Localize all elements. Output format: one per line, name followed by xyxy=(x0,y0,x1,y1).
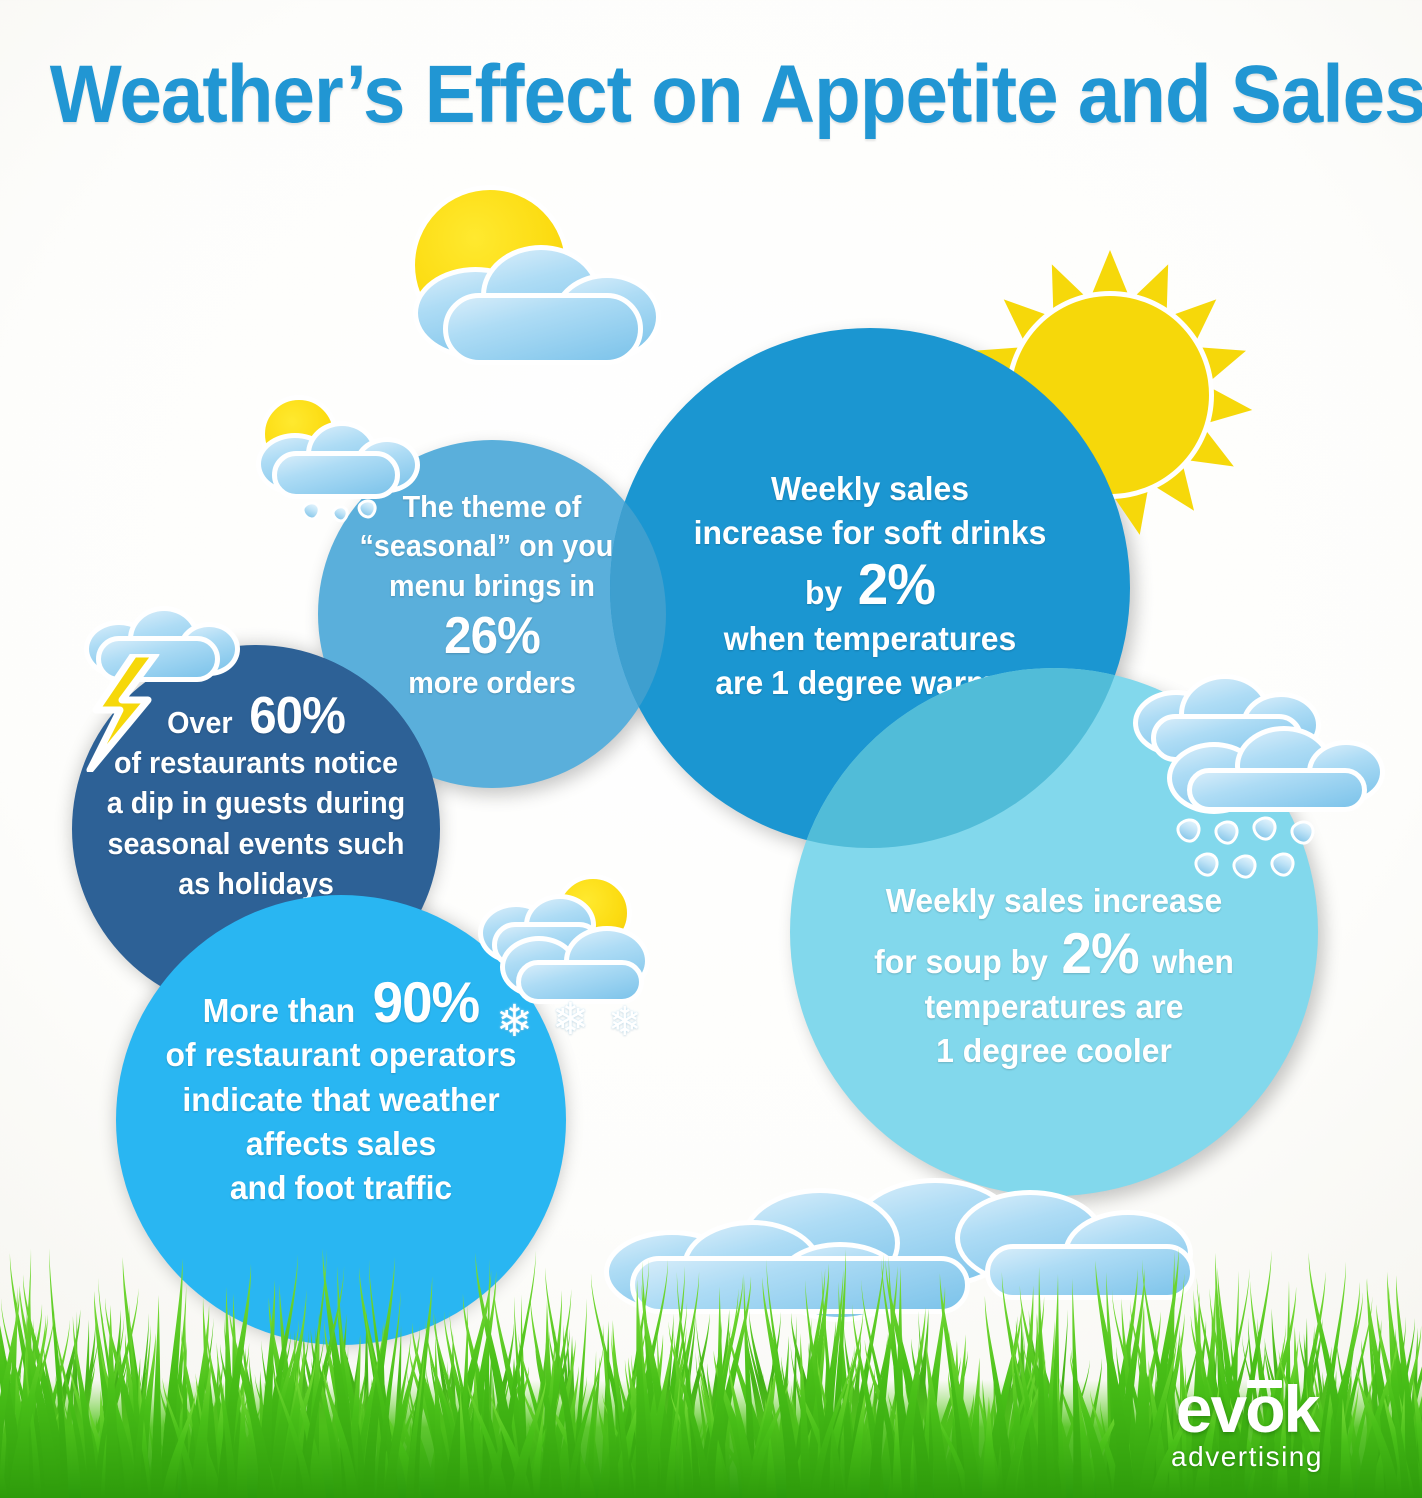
raindrop-icon xyxy=(1228,849,1262,883)
rain-cloud-small-icon xyxy=(250,395,440,545)
snow-cloud-icon: ❄ ❄ ❄ xyxy=(472,872,682,1062)
softdrinks-line-5-prefix: are xyxy=(715,664,764,702)
softdrinks-stat: 2% xyxy=(857,553,936,618)
operators-line-1-prefix: More than xyxy=(202,993,356,1030)
sun-behind-cloud-icon xyxy=(385,185,685,385)
raindrop-icon xyxy=(354,495,381,522)
seasonal-menu-text: The theme of “seasonal” on your menu bri… xyxy=(327,488,658,703)
soup-line-1: Weekly sales increase xyxy=(885,883,1223,920)
operators-line-4-prefix: affects xyxy=(245,1126,349,1164)
raindrop-icon xyxy=(298,497,325,524)
seasonal-line-5: more orders xyxy=(408,666,576,700)
seasonal-line-1: The theme of xyxy=(402,491,582,524)
softdrinks-line-4: when temperatures xyxy=(723,621,1017,659)
snowflake-icon: ❄ xyxy=(608,1000,642,1044)
holidays-line-2: of restaurants notice xyxy=(113,747,399,781)
operators-line-3: indicate that weather xyxy=(182,1081,500,1119)
evok-logo: evo k advertising xyxy=(1122,1372,1372,1472)
holidays-line-1-prefix: Over xyxy=(167,707,233,740)
snowflake-icon: ❄ xyxy=(552,995,589,1044)
cloud-icon xyxy=(1187,768,1367,812)
cloud-icon xyxy=(516,960,644,1004)
page-title: Weather’s Effect on Appetite and Sales xyxy=(49,49,1422,140)
cloud-icon xyxy=(630,1256,970,1314)
raindrop-icon xyxy=(1210,815,1244,849)
operators-stat: 90% xyxy=(372,971,481,1035)
raindrop-icon xyxy=(1286,815,1320,849)
lightning-bolt-icon xyxy=(86,654,160,772)
rain-cloud-large-icon xyxy=(1125,668,1415,898)
soup-line-4: 1 degree cooler xyxy=(936,1033,1172,1071)
seasonal-stat: 26% xyxy=(444,605,541,664)
logo-wordmark: evo k xyxy=(1175,1372,1320,1446)
holidays-line-5-bold: holidays xyxy=(217,867,334,901)
logo-o-with-macron: o xyxy=(1245,1372,1285,1446)
soup-stat: 2% xyxy=(1061,921,1139,986)
soup-sales-text: Weekly sales increase for soup by 2% whe… xyxy=(803,880,1305,1074)
operators-line-2: of restaurant operators xyxy=(165,1037,517,1075)
operators-line-5-bold: foot traffic xyxy=(294,1170,453,1208)
softdrinks-line-3-prefix: by xyxy=(805,575,843,613)
holidays-line-5-prefix: as xyxy=(178,867,211,901)
holidays-line-4: seasonal events such xyxy=(107,827,405,861)
holidays-line-3: a dip in guests during xyxy=(106,787,406,821)
operators-line-5-prefix: and xyxy=(229,1170,287,1208)
raindrop-icon xyxy=(1172,813,1206,847)
cloud-icon xyxy=(272,451,400,499)
softdrinks-line-2: increase for soft drinks xyxy=(693,514,1047,552)
soup-line-3: temperatures are xyxy=(924,989,1184,1027)
restaurant-operators-text: More than 90% of restaurant operators in… xyxy=(127,974,555,1212)
raindrop-icon xyxy=(1190,847,1224,881)
restaurant-operators-bubble[interactable] xyxy=(116,895,566,1345)
soup-line-2-suffix: when xyxy=(1152,943,1234,981)
raindrop-icon xyxy=(328,501,353,526)
snowflake-icon: ❄ xyxy=(496,997,533,1046)
grass-band xyxy=(0,1240,1422,1498)
grass-svg xyxy=(0,1248,1422,1498)
cloud-icon xyxy=(96,636,220,682)
soup-line-2-prefix: for soup by xyxy=(874,943,1048,981)
operators-line-4-bold: sales xyxy=(356,1126,437,1164)
seasonal-line-3: menu brings in xyxy=(389,569,595,603)
holidays-stat: 60% xyxy=(249,686,346,744)
logo-tagline: advertising xyxy=(1171,1440,1323,1472)
cloud-icon xyxy=(443,293,643,365)
seasonal-line-2: “seasonal” on your xyxy=(359,530,625,564)
lightning-cloud-icon xyxy=(80,598,260,778)
raindrop-icon xyxy=(1248,811,1282,845)
raindrop-icon xyxy=(1266,847,1300,881)
holiday-dip-text: Over 60% of restaurants notice a dip in … xyxy=(81,689,431,905)
softdrinks-line-1: Weekly sales xyxy=(770,471,970,508)
macron-icon xyxy=(1247,1380,1282,1388)
